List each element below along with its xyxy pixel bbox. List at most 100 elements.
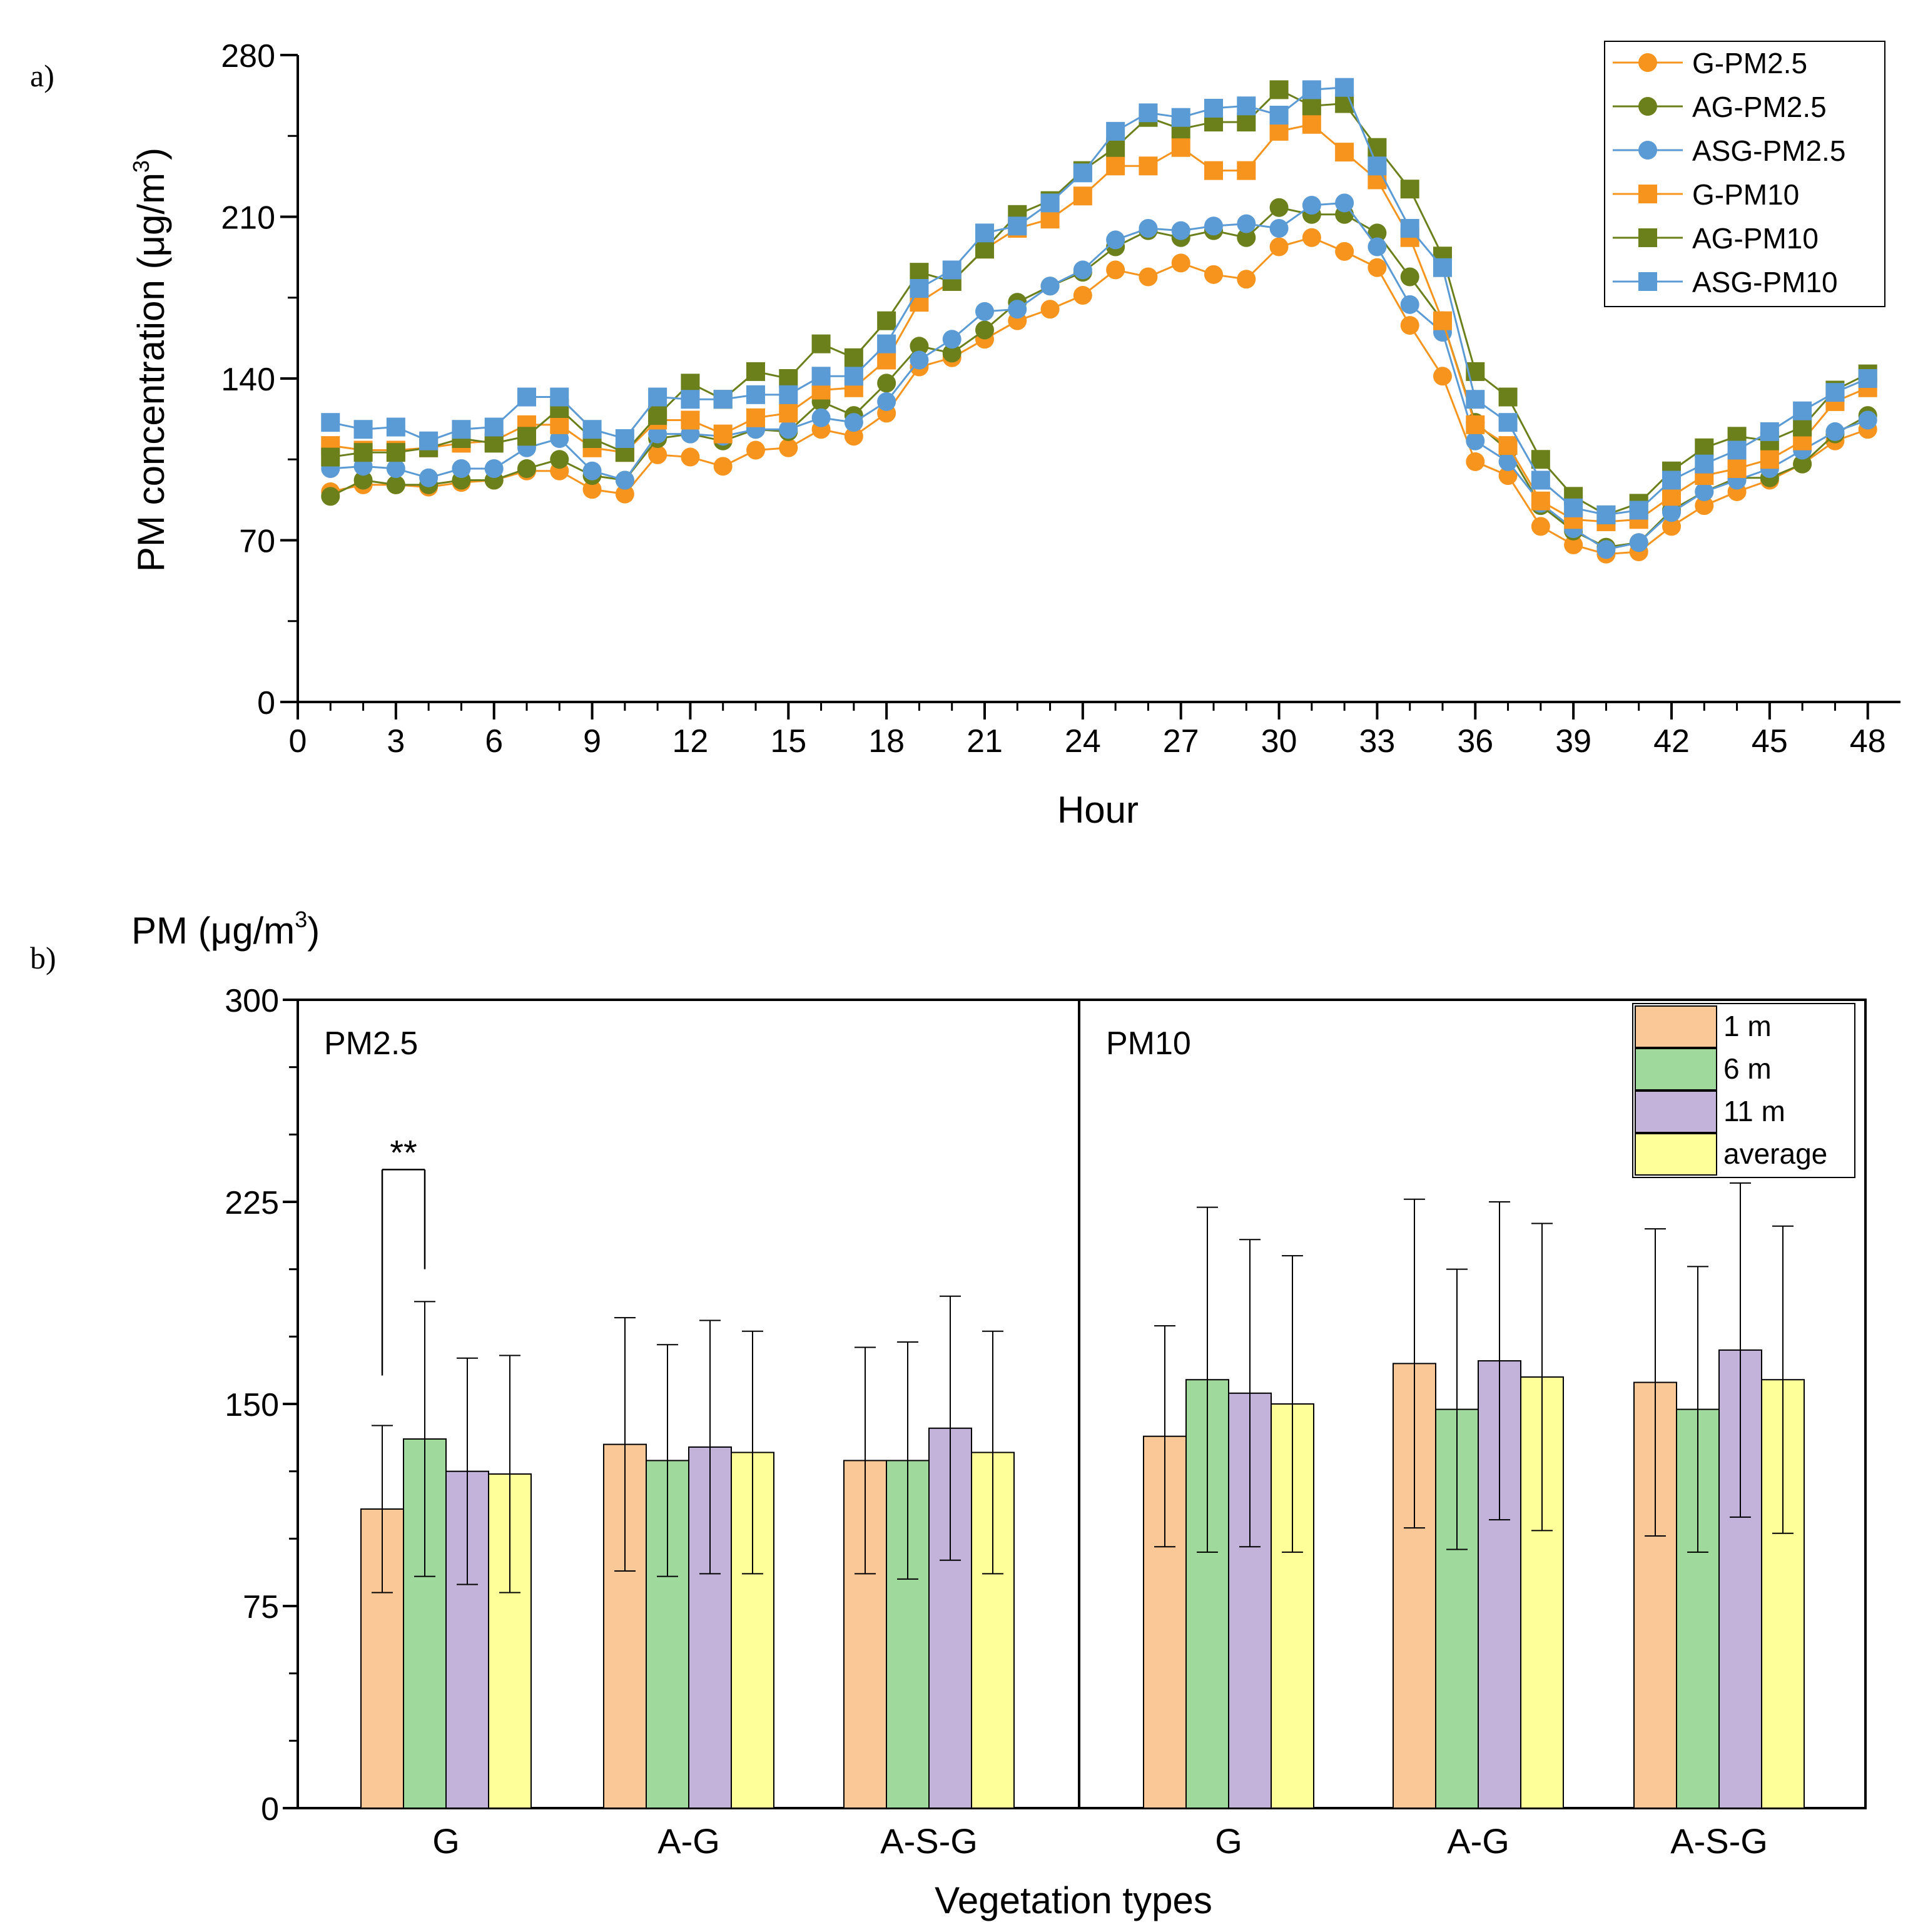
data-point xyxy=(681,410,700,430)
x-tick-label: 33 xyxy=(1359,723,1396,760)
data-point xyxy=(1106,138,1125,157)
data-point xyxy=(975,320,994,340)
x-tick-label: 27 xyxy=(1163,723,1199,760)
data-point xyxy=(779,438,798,457)
data-point xyxy=(1367,223,1387,243)
data-point xyxy=(452,420,471,439)
data-point xyxy=(1367,138,1387,157)
data-point xyxy=(386,459,405,479)
legend-swatch xyxy=(1635,1133,1717,1176)
panel-a-series xyxy=(321,78,1877,564)
data-point xyxy=(844,367,863,386)
data-point xyxy=(1106,121,1125,141)
data-point xyxy=(713,424,733,444)
panel-a-x-axis-label: Hour xyxy=(1057,789,1139,831)
series-asg-pm2-5 xyxy=(321,193,1877,559)
data-point xyxy=(746,385,765,404)
data-point xyxy=(615,429,634,449)
data-point xyxy=(910,278,929,298)
data-point xyxy=(1695,454,1714,474)
panel-b-y-ticks: 0 75 150 225 300 xyxy=(225,983,298,1828)
data-point xyxy=(1302,96,1321,116)
data-point xyxy=(1204,98,1223,118)
x-tick-label: 48 xyxy=(1850,723,1886,760)
data-point xyxy=(1139,103,1158,123)
data-point xyxy=(1008,300,1027,319)
data-point xyxy=(910,350,929,370)
data-point xyxy=(550,387,569,407)
legend-marker xyxy=(1638,272,1657,291)
data-point xyxy=(517,387,536,407)
data-point xyxy=(1531,491,1550,511)
data-point xyxy=(1335,242,1354,261)
legend-marker xyxy=(1638,53,1657,72)
legend-label: ASG-PM10 xyxy=(1692,266,1838,298)
data-point xyxy=(1073,186,1092,206)
data-point xyxy=(1400,295,1419,314)
panel-a-label: a) xyxy=(30,58,54,93)
legend-entry-asg-pm2-5: ASG-PM2.5 xyxy=(1613,135,1845,167)
data-point xyxy=(1106,260,1125,280)
panel-b-bars xyxy=(360,1182,1805,1809)
data-point xyxy=(1466,415,1485,434)
data-point xyxy=(1727,459,1747,479)
legend-entry-g-pm2-5: G-PM2.5 xyxy=(1613,47,1807,79)
bar-pm10-a-g-6-m xyxy=(1435,1268,1479,1809)
bar-pm2-5-g-6-m xyxy=(403,1301,447,1809)
data-point xyxy=(681,390,700,409)
x-tick-label: 30 xyxy=(1261,723,1297,760)
legend-marker xyxy=(1638,228,1657,247)
data-point xyxy=(1171,138,1190,157)
data-point xyxy=(1727,440,1747,460)
panel-a-y-axis-label: PM concentration (μg/m3) xyxy=(128,148,172,572)
data-point xyxy=(648,387,667,407)
x-tick-label: 21 xyxy=(967,723,1003,760)
data-point xyxy=(386,443,405,462)
panel-b-x-axis-label: Vegetation types xyxy=(935,1879,1212,1921)
legend-label: AG-PM10 xyxy=(1692,222,1819,255)
legend-entry-ag-pm2-5: AG-PM2.5 xyxy=(1613,91,1827,123)
panel-b-y-axis-label-main: PM (μg/m xyxy=(131,910,295,952)
data-point xyxy=(386,475,405,494)
data-point xyxy=(1695,496,1714,516)
data-point xyxy=(353,470,373,490)
panel-a-legend-entries: G-PM2.5 AG-PM2.5 ASG-PM2.5 G-PM10 AG-PM10 ASG… xyxy=(1613,47,1845,298)
data-point xyxy=(1466,431,1485,450)
legend-swatch xyxy=(1635,1091,1717,1133)
x-tick-label: 24 xyxy=(1065,723,1101,760)
bar-pm10-a-s-g-average xyxy=(1761,1225,1805,1809)
y-tick-label: 225 xyxy=(225,1185,279,1221)
data-point xyxy=(1269,237,1289,257)
y-tick-label: 150 xyxy=(225,1387,279,1423)
data-point xyxy=(1269,218,1289,238)
data-point xyxy=(386,417,405,437)
bar-pm10-a-s-g-1-m xyxy=(1633,1228,1677,1809)
data-point xyxy=(1793,401,1812,420)
data-point xyxy=(942,260,962,280)
bar-pm10-g-6-m xyxy=(1185,1206,1229,1809)
significance-annotation: ** xyxy=(381,1132,426,1376)
data-point xyxy=(1335,143,1354,162)
legend-marker xyxy=(1638,141,1657,160)
data-point xyxy=(517,459,536,479)
data-point xyxy=(910,263,929,282)
legend-swatch xyxy=(1635,1005,1717,1048)
data-point xyxy=(877,334,896,353)
panel-a-y-axis: 0 70 140 210 280 xyxy=(221,38,299,721)
data-point xyxy=(1335,78,1354,97)
data-point xyxy=(582,420,602,439)
data-point xyxy=(1760,422,1779,441)
data-point xyxy=(1498,466,1518,486)
legend-label: ASG-PM2.5 xyxy=(1692,135,1845,167)
legend-entry-11-m: 11 m xyxy=(1635,1091,1785,1133)
data-point xyxy=(811,408,831,427)
y-tick-label: 75 xyxy=(243,1589,279,1625)
data-point xyxy=(1302,80,1321,99)
panel-b-label: b) xyxy=(30,940,56,975)
bar-pm2-5-a-s-g-11-m xyxy=(928,1295,972,1809)
x-tick-label: 15 xyxy=(770,723,806,760)
legend-label: AG-PM2.5 xyxy=(1692,91,1827,123)
panel-a-y-axis-label-close: ) xyxy=(130,148,172,160)
data-point xyxy=(1302,114,1321,134)
